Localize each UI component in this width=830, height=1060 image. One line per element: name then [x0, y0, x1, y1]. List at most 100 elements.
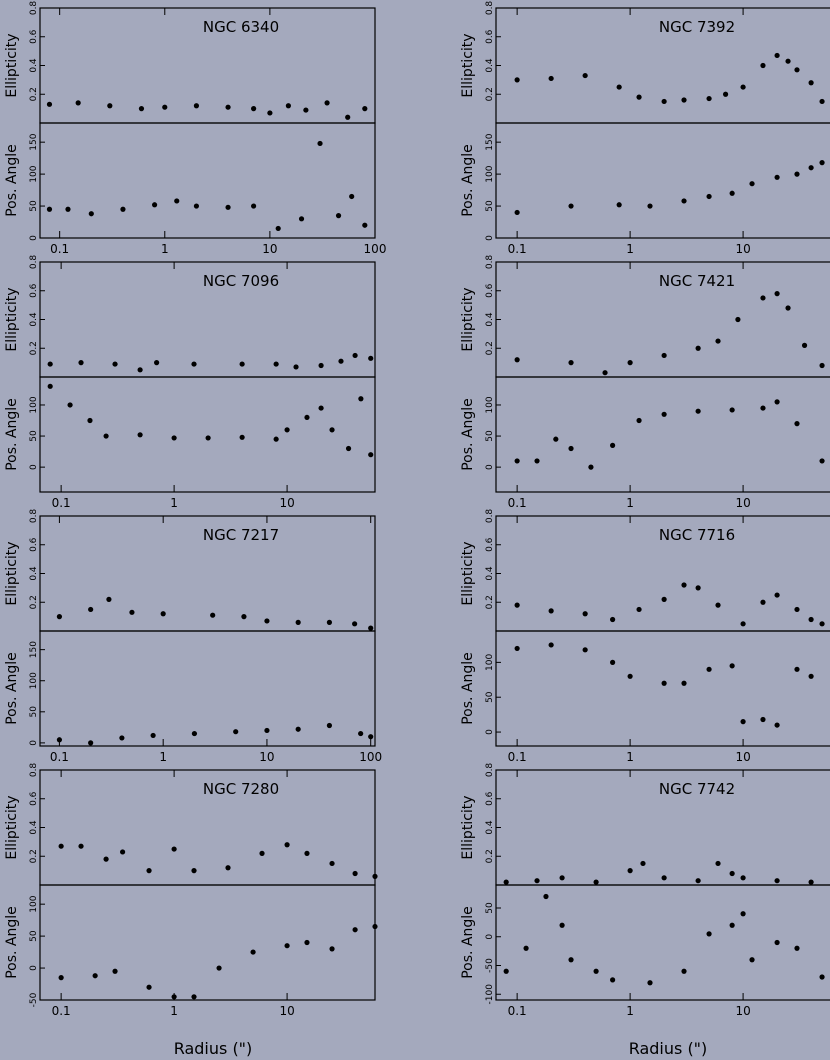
pa-axis-label: Pos. Angle: [4, 652, 20, 725]
ellipticity-point: [582, 611, 588, 617]
pa-point: [146, 984, 152, 990]
pa-point: [120, 206, 126, 212]
pa-point: [58, 975, 64, 981]
pa-point: [706, 666, 712, 672]
x-tick-label: 10: [262, 242, 277, 256]
pa-point: [794, 945, 800, 951]
ellipticity-point: [103, 856, 109, 862]
ellipticity-axis-label: Ellipticity: [4, 287, 20, 351]
pa-point: [137, 432, 143, 438]
pa-point: [329, 427, 335, 433]
pa-point: [593, 968, 599, 974]
ellipticity-point: [661, 352, 667, 359]
ellipticity-axis-label: Ellipticity: [4, 541, 20, 605]
pa-axis-label: Pos. Angle: [460, 398, 476, 471]
pa-point: [740, 911, 746, 917]
ellipticity-point: [640, 860, 646, 867]
x-tick-label: 1: [626, 1004, 634, 1018]
ellipticity-point: [352, 870, 358, 877]
ellipticity-point: [593, 879, 599, 885]
x-tick-label: 10: [259, 750, 274, 764]
pa-tick-label: -50: [485, 958, 495, 973]
ellipticity-axis-label: Ellipticity: [460, 33, 476, 97]
pa-axis-label: Pos. Angle: [460, 906, 476, 979]
ellipticity-point: [154, 360, 160, 366]
ellipticity-point: [534, 878, 540, 884]
pa-point: [647, 980, 653, 986]
pa-frame: [495, 630, 830, 747]
ellipticity-point: [681, 582, 687, 588]
pa-tick-label: 50: [485, 200, 495, 212]
ellipticity-point: [210, 612, 216, 618]
x-tick-label: 0.1: [52, 496, 71, 510]
x-axis-label-right: Radius ("): [629, 1039, 708, 1058]
ellipticity-point: [318, 362, 324, 369]
ellipticity-tick-label: 0.2: [485, 87, 495, 101]
ellipticity-point: [362, 106, 368, 112]
pa-point: [616, 202, 622, 208]
panel-title: NGC 7421: [659, 272, 735, 290]
ellipticity-tick-label: 0.2: [485, 849, 495, 863]
ellipticity-point: [293, 364, 299, 370]
pa-point: [794, 171, 800, 177]
ellipticity-point: [324, 100, 330, 106]
x-tick-label: 0.1: [508, 242, 527, 256]
ellipticity-point: [78, 360, 84, 366]
ellipticity-point: [56, 614, 63, 620]
ellipticity-point: [695, 345, 701, 351]
x-tick-label: 10: [735, 496, 750, 510]
pa-tick-label: 50: [29, 430, 39, 442]
pa-point: [808, 165, 814, 171]
pa-point: [87, 417, 93, 424]
ellipticity-point: [794, 67, 800, 73]
x-tick-label: 1: [170, 1004, 178, 1018]
pa-tick-label: 100: [29, 396, 39, 413]
panel-3: NGC 7096 Ellipticity Pos. Angle 0.2 0.4 0.6 0.…: [4, 255, 376, 510]
pa-tick-label: 0: [485, 464, 495, 470]
x-tick-label: 0.1: [50, 750, 69, 764]
pa-point: [372, 923, 378, 930]
pa-point: [610, 442, 616, 448]
ellipticity-point: [602, 370, 608, 376]
pa-axis-label: Pos. Angle: [4, 906, 20, 979]
pa-point: [774, 939, 780, 946]
pa-point: [352, 927, 358, 933]
pa-tick-label: -100: [485, 984, 495, 1005]
ellipticity-point: [785, 58, 791, 64]
pa-tick-label: 100: [29, 165, 39, 182]
panel-2: NGC 7392 Ellipticity Pos. Angle 0.2 0.4 0.6 0.…: [460, 1, 830, 256]
pa-frame: [39, 122, 376, 239]
ellipticity-tick-label: 0.8: [29, 763, 39, 778]
x-axis-label-left: Radius ("): [174, 1039, 253, 1058]
ellipticity-point: [706, 95, 712, 102]
ellipticity-axis-label: Ellipticity: [4, 33, 20, 97]
panel-title: NGC 7742: [659, 780, 735, 798]
ellipticity-point: [251, 106, 257, 112]
ellipticity-point: [774, 592, 780, 598]
pa-point: [553, 436, 559, 442]
pa-point: [582, 647, 588, 653]
pa-point: [610, 977, 616, 983]
ellipticity-point: [58, 843, 64, 849]
ellipticity-point: [137, 367, 143, 373]
ellipticity-point: [808, 616, 814, 623]
ellipticity-point: [616, 84, 622, 90]
pa-point: [112, 968, 118, 974]
pa-point: [358, 396, 364, 402]
pa-point: [559, 922, 565, 928]
ellipticity-tick-label: 0.6: [29, 29, 39, 44]
pa-tick-label: 100: [485, 165, 495, 182]
pa-point: [661, 680, 667, 686]
pa-point: [543, 893, 549, 900]
ellipticity-point: [760, 599, 766, 605]
ellipticity-point: [661, 98, 667, 105]
pa-point: [368, 734, 374, 740]
pa-point: [568, 445, 574, 452]
pa-point: [225, 204, 231, 210]
pa-point: [362, 222, 368, 228]
ellipticity-point: [338, 358, 344, 364]
ellipticity-point: [191, 868, 197, 874]
ellipticity-point: [514, 357, 520, 363]
x-tick-label: 0.1: [508, 750, 527, 764]
pa-point: [65, 206, 71, 212]
